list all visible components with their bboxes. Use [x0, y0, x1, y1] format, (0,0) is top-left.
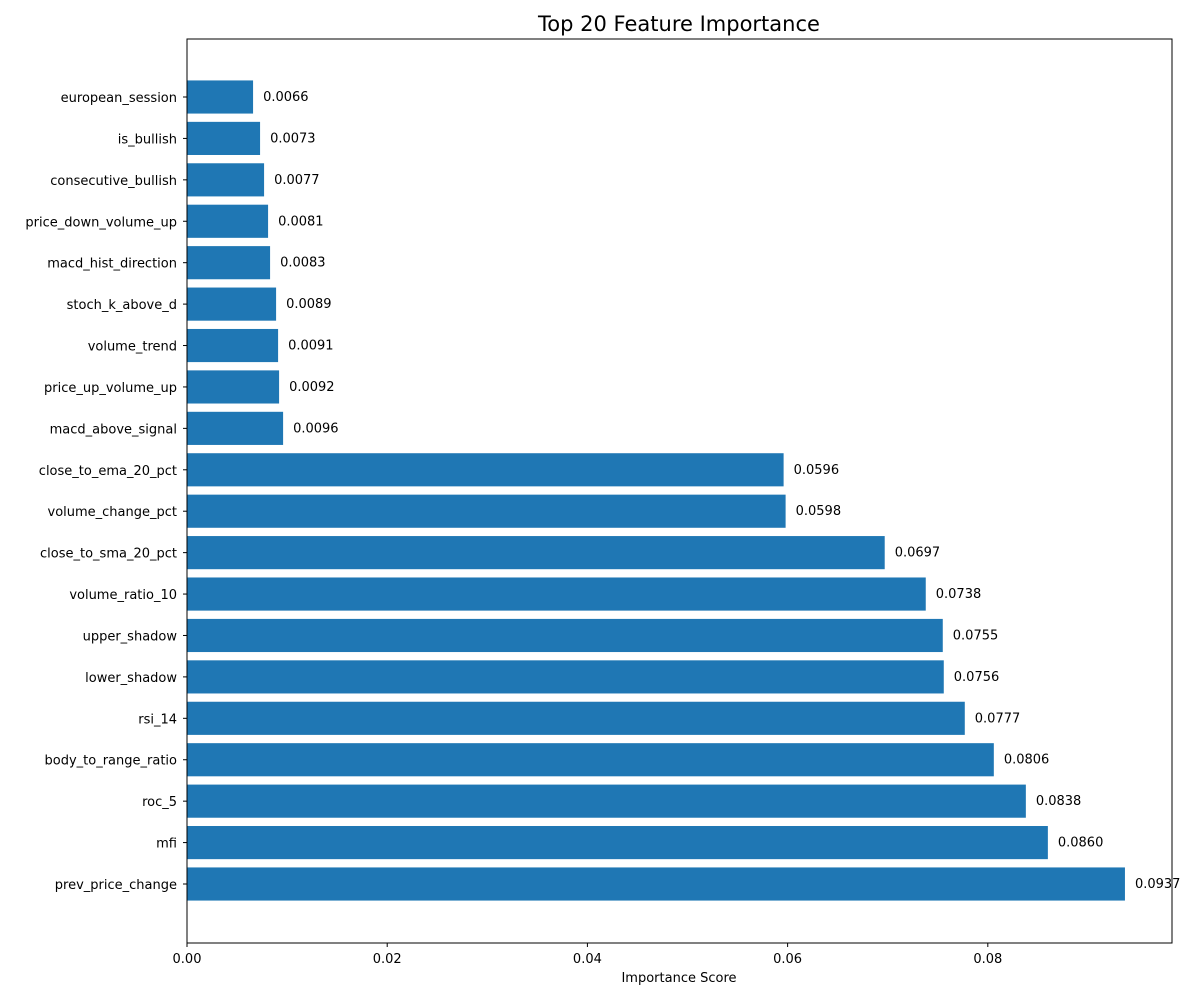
bar-mfi — [187, 826, 1048, 860]
y-tick-label: volume_change_pct — [48, 505, 178, 520]
value-label: 0.0756 — [954, 670, 1000, 685]
value-label: 0.0089 — [286, 297, 332, 312]
bar-volume-trend — [187, 328, 279, 363]
y-tick-label: macd_above_signal — [50, 422, 177, 437]
bar-macd-above-signal — [187, 411, 284, 445]
bar-lower-shadow — [187, 660, 944, 694]
value-label: 0.0092 — [289, 380, 335, 395]
y-tick-label: lower_shadow — [85, 671, 177, 686]
y-tick-label: prev_price_change — [55, 878, 177, 893]
bar-close-to-ema-20-pct — [187, 453, 784, 487]
y-tick-label: close_to_sma_20_pct — [40, 547, 177, 562]
plot-frame — [186, 38, 1173, 944]
bar-rsi-14 — [187, 701, 965, 735]
bar-body-to-range-ratio — [187, 743, 994, 777]
bar-volume-ratio-10 — [187, 577, 926, 611]
value-labels: 0.0066 0.0073 0.0077 0.0081 0.0083 0.0089 0.00… — [263, 90, 1180, 892]
bar-consecutive-bullish — [187, 163, 265, 197]
value-label: 0.0596 — [794, 463, 840, 478]
value-label: 0.0091 — [288, 339, 334, 354]
value-label: 0.0937 — [1135, 877, 1181, 892]
value-label: 0.0838 — [1036, 794, 1082, 809]
y-tick-label: volume_trend — [88, 340, 177, 355]
x-tick-label: 0.08 — [973, 952, 1002, 967]
y-tick-label: close_to_ema_20_pct — [39, 464, 177, 479]
value-label: 0.0598 — [796, 504, 842, 519]
value-label: 0.0777 — [975, 711, 1021, 726]
value-label: 0.0697 — [895, 546, 941, 561]
bar-stoch-k-above-d — [187, 287, 277, 321]
x-tick-label: 0.00 — [173, 952, 202, 967]
x-tick-label: 0.04 — [573, 952, 602, 967]
bar-upper-shadow — [187, 618, 943, 653]
value-label: 0.0066 — [263, 90, 309, 105]
bar-prev-price-change — [187, 867, 1125, 901]
y-tick-label: rsi_14 — [138, 712, 177, 727]
value-label: 0.0738 — [936, 587, 982, 602]
bar-price-up-volume-up — [187, 370, 280, 404]
y-tick-label: price_up_volume_up — [44, 381, 177, 396]
bar-price-down-volume-up — [187, 204, 269, 238]
value-label: 0.0083 — [280, 256, 326, 271]
x-tick-label: 0.02 — [373, 952, 402, 967]
value-label: 0.0860 — [1058, 836, 1104, 851]
value-label: 0.0073 — [270, 131, 316, 146]
y-tick-label: mfi — [156, 837, 177, 852]
x-axis-ticks: 0.00 0.02 0.04 0.06 0.08 — [173, 943, 1002, 967]
bars-layer — [187, 80, 1125, 901]
value-label: 0.0096 — [293, 421, 339, 436]
y-tick-label: european_session — [61, 91, 177, 106]
x-tick-label: 0.06 — [773, 952, 802, 967]
value-label: 0.0077 — [274, 173, 320, 188]
chart-title: Top 20 Feature Importance — [537, 12, 820, 36]
x-axis-label: Importance Score — [621, 971, 736, 986]
y-axis-ticks: european_session is_bullish consecutive_bu… — [25, 91, 187, 893]
y-tick-label: roc_5 — [142, 795, 177, 810]
bar-roc-5 — [187, 784, 1026, 818]
y-tick-label: stoch_k_above_d — [67, 298, 177, 313]
value-label: 0.0806 — [1004, 753, 1050, 768]
y-tick-label: macd_hist_direction — [47, 257, 177, 272]
y-tick-label: volume_ratio_10 — [69, 588, 177, 603]
y-tick-label: body_to_range_ratio — [45, 754, 178, 769]
y-tick-label: consecutive_bullish — [50, 174, 177, 189]
y-tick-label: upper_shadow — [83, 629, 178, 644]
value-label: 0.0081 — [278, 214, 324, 229]
value-label: 0.0755 — [953, 628, 999, 643]
bar-macd-hist-direction — [187, 246, 271, 280]
y-tick-label: is_bullish — [118, 132, 177, 147]
bar-european-session — [187, 80, 254, 114]
bar-volume-change-pct — [187, 494, 786, 528]
bar-close-to-sma-20-pct — [187, 536, 885, 570]
y-tick-label: price_down_volume_up — [25, 215, 177, 230]
bar-is-bullish — [187, 121, 261, 155]
